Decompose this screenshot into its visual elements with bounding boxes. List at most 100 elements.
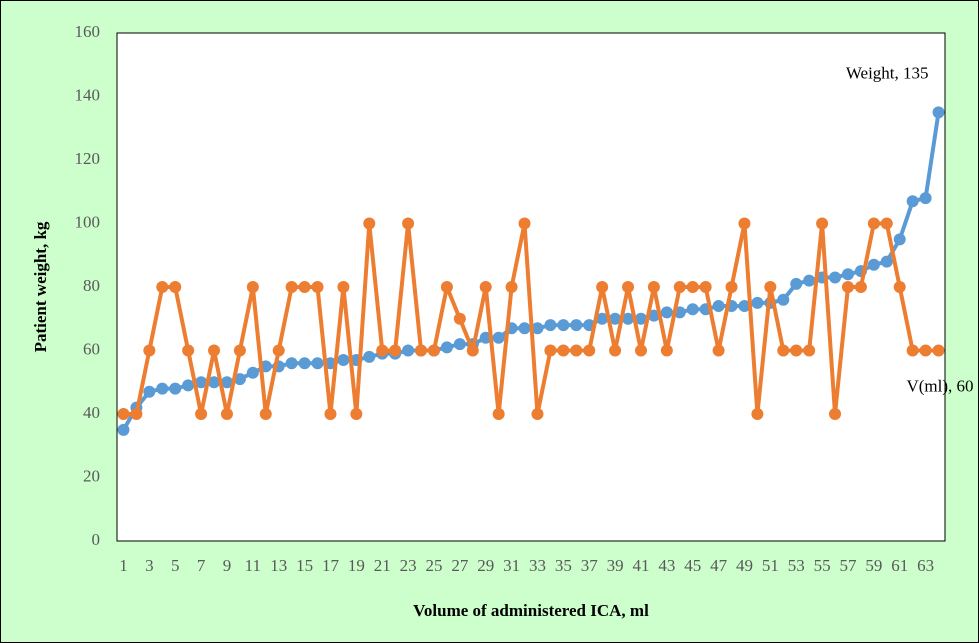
data-point	[337, 281, 350, 293]
data-point	[246, 281, 259, 293]
y-tick-label: 60	[83, 339, 100, 358]
x-tick-label: 9	[223, 556, 232, 575]
data-point	[893, 281, 906, 293]
data-label: V(ml), 60	[906, 376, 973, 395]
data-point	[803, 344, 816, 357]
x-tick-label: 47	[710, 556, 728, 575]
data-point	[751, 296, 764, 309]
data-point	[570, 344, 583, 357]
data-point	[622, 281, 635, 293]
x-tick-label: 53	[788, 556, 805, 575]
x-tick-label: 45	[684, 556, 701, 575]
data-point	[363, 217, 376, 230]
x-tick-label: 15	[296, 556, 313, 575]
data-point	[440, 341, 453, 354]
data-point	[402, 344, 415, 357]
data-point	[156, 281, 169, 293]
data-point	[143, 344, 156, 357]
data-point	[544, 344, 557, 357]
data-point	[790, 277, 803, 290]
data-point	[156, 382, 169, 395]
data-point	[647, 309, 660, 322]
data-point	[660, 344, 673, 357]
data-point	[453, 338, 466, 351]
data-point	[609, 344, 622, 357]
data-point	[298, 281, 311, 293]
data-point	[195, 376, 208, 389]
data-point	[246, 366, 259, 379]
data-point	[596, 312, 609, 325]
x-tick-label: 37	[581, 556, 599, 575]
data-point	[751, 408, 764, 420]
x-tick-label: 21	[374, 556, 391, 575]
data-point	[169, 382, 182, 395]
x-tick-label: 5	[171, 556, 180, 575]
data-point	[673, 281, 686, 293]
data-point	[803, 274, 816, 287]
data-point	[699, 281, 712, 293]
y-tick-label: 20	[83, 466, 100, 485]
data-point	[389, 344, 402, 357]
data-point	[609, 312, 622, 325]
data-point	[596, 281, 609, 293]
data-point	[363, 350, 376, 363]
data-point	[285, 281, 298, 293]
data-point	[182, 379, 195, 392]
data-point	[854, 281, 867, 293]
data-point	[583, 344, 596, 357]
data-point	[518, 217, 531, 230]
data-point	[932, 106, 945, 119]
data-point	[777, 344, 790, 357]
data-point	[453, 312, 466, 325]
x-tick-label: 41	[632, 556, 649, 575]
data-point	[350, 408, 363, 420]
data-point	[233, 373, 246, 386]
data-point	[829, 408, 842, 420]
data-point	[867, 258, 880, 271]
x-tick-label: 27	[451, 556, 469, 575]
data-point	[686, 303, 699, 316]
data-point	[259, 408, 272, 420]
data-point	[544, 319, 557, 332]
x-tick-label: 3	[145, 556, 154, 575]
data-point	[402, 217, 415, 230]
plot-area	[116, 32, 946, 542]
x-tick-label: 11	[245, 556, 261, 575]
data-point	[764, 281, 777, 293]
x-axis-title: Volume of administered ICA, ml	[413, 601, 649, 620]
x-tick-label: 19	[348, 556, 365, 575]
data-point	[712, 300, 725, 313]
y-tick-label: 140	[75, 85, 101, 104]
data-point	[376, 344, 389, 357]
data-point	[738, 300, 751, 313]
x-tick-label: 17	[322, 556, 340, 575]
y-tick-label: 160	[75, 22, 101, 41]
data-point	[906, 344, 919, 357]
data-point	[557, 344, 570, 357]
x-tick-label: 61	[891, 556, 908, 575]
data-point	[220, 408, 233, 420]
y-tick-label: 0	[92, 530, 101, 549]
data-point	[777, 293, 790, 306]
data-point	[466, 344, 479, 357]
y-tick-label: 100	[75, 212, 101, 231]
data-point	[440, 281, 453, 293]
x-tick-label: 59	[865, 556, 882, 575]
series-line	[123, 221, 939, 416]
data-point	[531, 322, 544, 335]
data-point	[130, 408, 143, 420]
data-point	[841, 281, 854, 293]
x-tick-label: 31	[503, 556, 520, 575]
data-point	[311, 281, 324, 293]
x-tick-label: 23	[400, 556, 417, 575]
data-point	[117, 423, 130, 436]
data-point	[647, 281, 660, 293]
data-point	[195, 408, 208, 420]
data-point	[893, 233, 906, 246]
data-point	[337, 354, 350, 367]
data-point	[492, 408, 505, 420]
y-tick-label: 80	[83, 276, 100, 295]
data-point	[932, 344, 945, 357]
data-point	[790, 344, 803, 357]
data-point	[725, 281, 738, 293]
